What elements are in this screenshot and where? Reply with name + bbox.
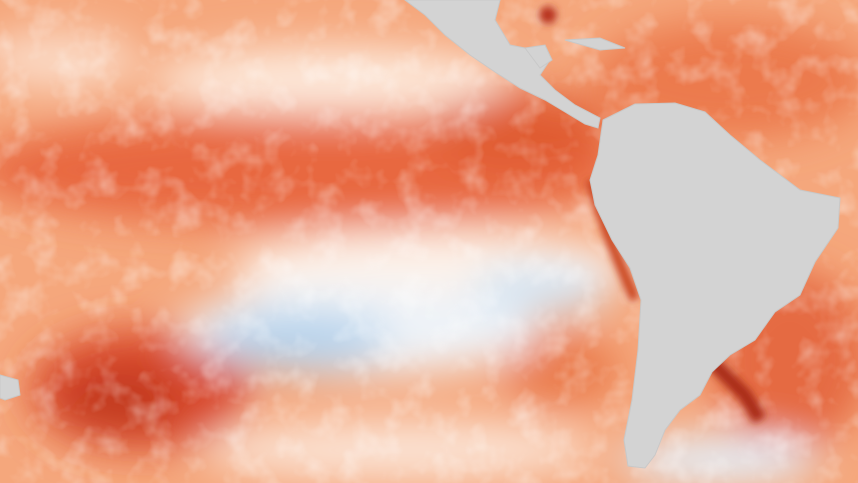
land — [0, 0, 841, 469]
south-america — [589, 102, 841, 469]
cuba — [564, 37, 626, 51]
yucatan — [524, 44, 553, 69]
island — [0, 374, 21, 401]
north-central-america — [404, 0, 601, 129]
